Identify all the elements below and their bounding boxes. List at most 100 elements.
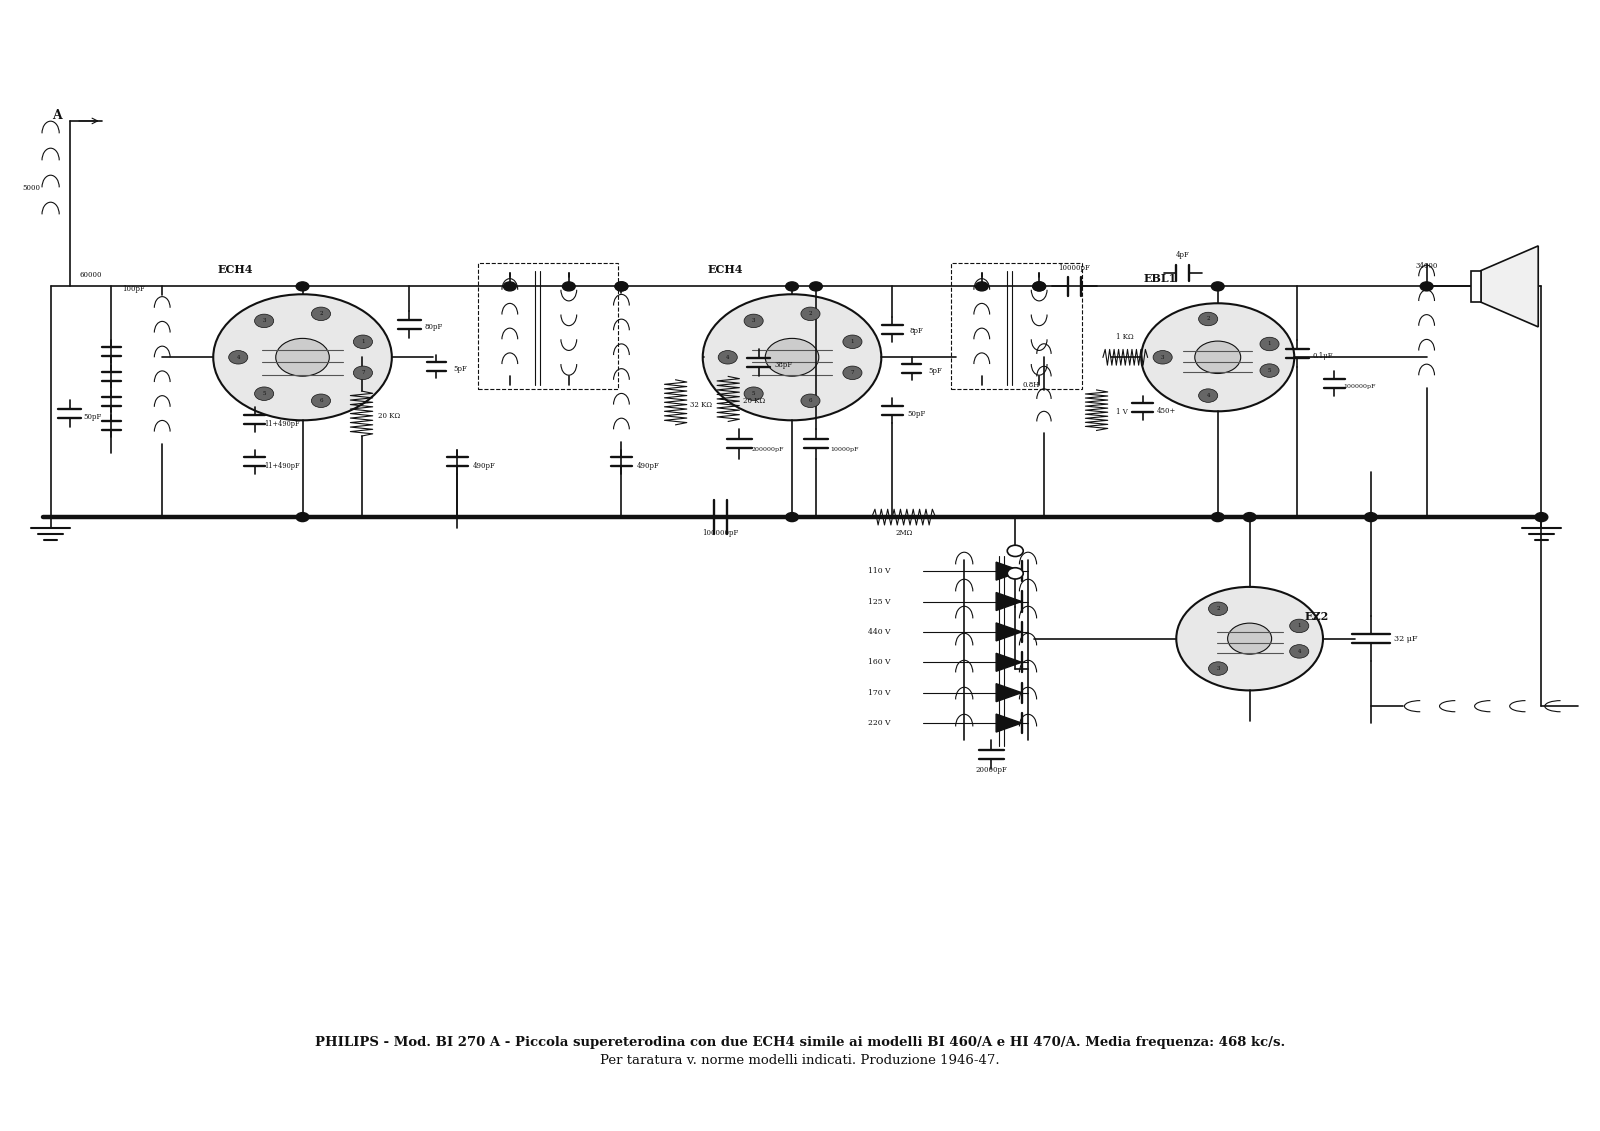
Text: 5pF: 5pF xyxy=(453,364,467,372)
Text: Per taratura v. norme modelli indicati. Produzione 1946-47.: Per taratura v. norme modelli indicati. … xyxy=(600,1054,1000,1068)
Circle shape xyxy=(718,351,738,364)
Circle shape xyxy=(1208,662,1227,675)
Text: 34000: 34000 xyxy=(1416,262,1438,270)
Circle shape xyxy=(1198,312,1218,326)
Circle shape xyxy=(296,512,309,521)
Text: 1: 1 xyxy=(1267,342,1272,346)
Circle shape xyxy=(254,314,274,328)
Circle shape xyxy=(802,394,821,407)
Text: 4: 4 xyxy=(726,355,730,360)
Text: 5: 5 xyxy=(752,391,755,396)
Text: 170 V: 170 V xyxy=(869,689,891,697)
Circle shape xyxy=(1032,282,1045,291)
Polygon shape xyxy=(997,654,1022,672)
Text: 1 V: 1 V xyxy=(1117,408,1128,416)
Text: 200000pF: 200000pF xyxy=(752,447,784,452)
Circle shape xyxy=(765,338,819,377)
Text: EBL1: EBL1 xyxy=(1144,273,1178,284)
Polygon shape xyxy=(997,714,1022,732)
Circle shape xyxy=(1365,512,1378,521)
Circle shape xyxy=(1259,337,1278,351)
Polygon shape xyxy=(1482,245,1538,327)
Text: 2: 2 xyxy=(320,311,323,317)
Circle shape xyxy=(504,282,517,291)
Text: 20 KΩ: 20 KΩ xyxy=(378,412,400,420)
Text: 20000pF: 20000pF xyxy=(976,767,1008,775)
Text: 32 KΩ: 32 KΩ xyxy=(690,400,712,408)
Circle shape xyxy=(802,308,821,320)
Bar xyxy=(952,262,1082,389)
Text: 2MΩ: 2MΩ xyxy=(894,529,912,537)
Text: 5pF: 5pF xyxy=(928,366,942,374)
Text: 8pF: 8pF xyxy=(909,327,923,336)
Circle shape xyxy=(1259,364,1278,378)
Text: 3: 3 xyxy=(262,319,266,323)
Circle shape xyxy=(1290,645,1309,658)
Text: 7: 7 xyxy=(851,370,854,375)
Text: 11+490pF: 11+490pF xyxy=(264,420,299,428)
Text: 0.8H: 0.8H xyxy=(1022,381,1040,389)
Circle shape xyxy=(614,282,627,291)
Bar xyxy=(478,262,618,389)
Circle shape xyxy=(1243,512,1256,521)
Text: 20 KΩ: 20 KΩ xyxy=(742,397,765,405)
Circle shape xyxy=(744,314,763,328)
Circle shape xyxy=(354,335,373,348)
Text: 2: 2 xyxy=(1206,317,1210,321)
Text: 160 V: 160 V xyxy=(869,658,891,666)
Circle shape xyxy=(786,282,798,291)
Circle shape xyxy=(296,282,309,291)
Text: 1: 1 xyxy=(1298,623,1301,629)
Circle shape xyxy=(843,335,862,348)
Text: 3: 3 xyxy=(752,319,755,323)
Circle shape xyxy=(275,338,330,377)
Text: 3: 3 xyxy=(1216,666,1219,671)
Circle shape xyxy=(1008,545,1024,556)
Circle shape xyxy=(1032,282,1045,291)
Circle shape xyxy=(1154,351,1173,364)
Circle shape xyxy=(1211,512,1224,521)
Text: ECH4: ECH4 xyxy=(707,264,742,275)
Text: 4: 4 xyxy=(1206,394,1210,398)
Text: 38pF: 38pF xyxy=(774,361,794,369)
Circle shape xyxy=(1176,587,1323,690)
Text: 50pF: 50pF xyxy=(907,409,925,417)
Circle shape xyxy=(312,394,331,407)
Circle shape xyxy=(312,308,331,320)
Text: 11+490pF: 11+490pF xyxy=(264,463,299,470)
Text: 100000pF: 100000pF xyxy=(1344,385,1376,389)
Text: 2: 2 xyxy=(1216,606,1219,611)
Circle shape xyxy=(213,294,392,421)
Circle shape xyxy=(702,294,882,421)
Text: 0.1μF: 0.1μF xyxy=(1312,352,1333,360)
Circle shape xyxy=(1198,389,1218,403)
Text: 4pF: 4pF xyxy=(1176,251,1189,259)
Text: 1: 1 xyxy=(851,339,854,344)
Text: 3: 3 xyxy=(1162,355,1165,360)
Circle shape xyxy=(1534,512,1547,521)
Text: 1: 1 xyxy=(362,339,365,344)
Text: EZ2: EZ2 xyxy=(1304,611,1328,622)
Text: 490pF: 490pF xyxy=(474,463,496,470)
Circle shape xyxy=(744,387,763,400)
Circle shape xyxy=(354,366,373,380)
Circle shape xyxy=(1227,623,1272,654)
Text: 50pF: 50pF xyxy=(83,413,101,421)
Text: 5: 5 xyxy=(262,391,266,396)
Text: 6: 6 xyxy=(320,398,323,404)
Circle shape xyxy=(1211,282,1224,291)
Text: PHILIPS - Mod. BI 270 A - Piccola supereterodina con due ECH4 simile ai modelli : PHILIPS - Mod. BI 270 A - Piccola supere… xyxy=(315,1036,1285,1050)
Text: 220 V: 220 V xyxy=(869,719,891,727)
Polygon shape xyxy=(997,683,1022,701)
Polygon shape xyxy=(997,562,1022,580)
Text: 5000: 5000 xyxy=(22,184,40,192)
Polygon shape xyxy=(997,623,1022,641)
Text: 125 V: 125 V xyxy=(869,597,891,605)
Text: ECH4: ECH4 xyxy=(218,264,253,275)
Circle shape xyxy=(786,512,798,521)
Text: 5: 5 xyxy=(1267,368,1272,373)
Circle shape xyxy=(563,282,574,291)
Bar xyxy=(1472,270,1482,302)
Text: 4: 4 xyxy=(1298,649,1301,654)
Text: 440 V: 440 V xyxy=(869,628,891,636)
